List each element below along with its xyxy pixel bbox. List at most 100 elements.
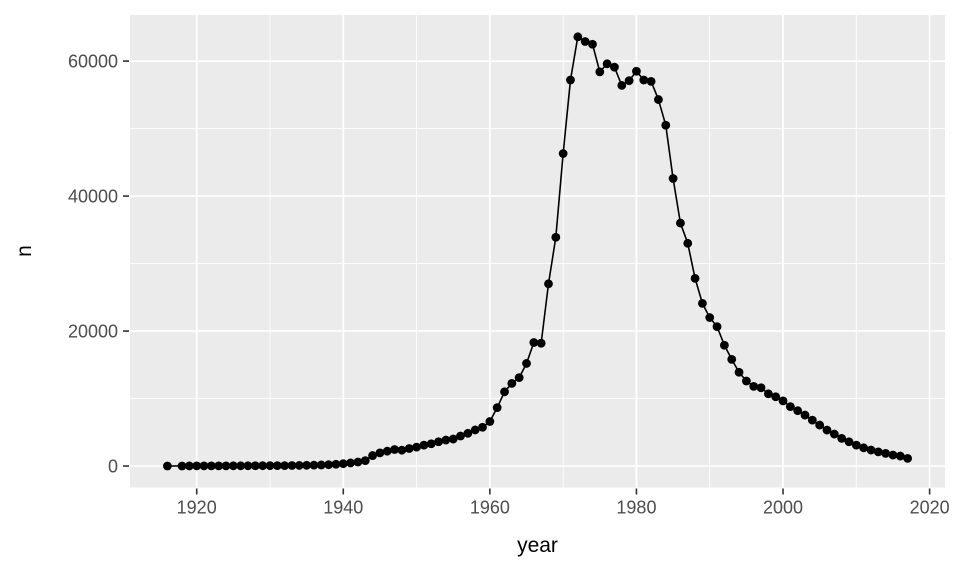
data-point [800,410,810,420]
data-point [463,428,473,438]
data-point [544,279,553,289]
data-point [294,461,304,470]
data-point [793,406,803,416]
data-point [551,232,561,242]
axes: 1920 1940 1960 1980 2000 2020 0 20000 40000 60000 [68,52,950,518]
y-tick-label: 0 [108,457,118,477]
data-point [353,457,363,467]
data-point [404,444,414,453]
data-point [324,460,334,470]
data-point [265,461,275,471]
data-point [888,450,898,460]
data-point [500,387,509,397]
data-point [258,461,268,471]
data-point [829,429,839,439]
data-point [441,435,451,445]
data-point [895,451,905,461]
data-point [807,415,817,425]
data-point [741,376,751,386]
data-point [881,448,891,458]
data-point [368,451,377,460]
data-point [280,461,290,470]
data-point [331,459,341,469]
data-point [558,149,568,158]
data-point [492,403,502,413]
data-point [448,434,458,444]
gridlines [130,15,945,488]
data-point [859,443,869,453]
data-point [632,66,641,76]
data-point [734,367,744,377]
x-tick-label: 1960 [470,498,510,518]
data-point [536,338,546,348]
data-point [302,460,312,470]
data-point [873,447,883,457]
data-point [851,440,861,450]
plot-panel [130,15,945,488]
data-point [778,396,788,406]
data-point [588,39,597,49]
x-tick-label: 1920 [177,498,217,518]
data-point [397,445,407,455]
data-point [712,322,722,332]
data-point [221,461,231,471]
data-point [573,32,583,42]
data-point [470,425,480,435]
data-point [529,338,539,347]
data-point [287,461,297,470]
data-point [177,461,187,471]
y-tick-label: 40000 [68,187,118,207]
data-point [639,75,649,85]
data-point [771,392,781,402]
data-point [390,445,399,454]
data-point [214,461,224,471]
data-point [434,437,443,447]
data-point [192,461,202,471]
data-point [360,456,370,466]
data-point [719,340,729,350]
data-point [815,420,825,430]
data-point [478,422,487,432]
data-point [690,274,700,283]
y-axis-title: n [13,245,36,257]
data-point [661,120,671,130]
data-point [507,378,517,388]
data-point [683,238,693,248]
data-point [610,62,619,72]
data-point [654,95,663,104]
data-point [162,461,172,471]
data-point [763,389,773,399]
data-point [412,442,421,452]
data-point [199,461,209,471]
x-tick-label: 1980 [616,498,656,518]
data-point [316,460,326,470]
data-point [705,313,715,322]
data-point [566,75,575,85]
data-point [250,461,260,471]
data-point [338,459,348,469]
data-point [595,67,605,77]
data-point [822,425,832,435]
data-point [749,382,759,391]
data-point [346,458,356,468]
data-point [485,417,495,426]
y-tick-label: 20000 [68,322,118,342]
data-point [727,355,737,364]
data-point [676,218,685,228]
data-point [456,431,465,441]
y-tick-label: 60000 [68,52,118,72]
x-axis-title: year [517,534,558,557]
data-point [419,440,429,450]
data-point [228,461,238,471]
data-point [382,446,392,456]
data-point [272,461,282,471]
data-point [698,298,707,308]
data-point [756,383,766,393]
x-tick-label: 2020 [910,498,950,518]
data-point [602,59,612,69]
data-point [522,359,531,368]
data-point [646,76,656,86]
data-point [785,402,795,412]
